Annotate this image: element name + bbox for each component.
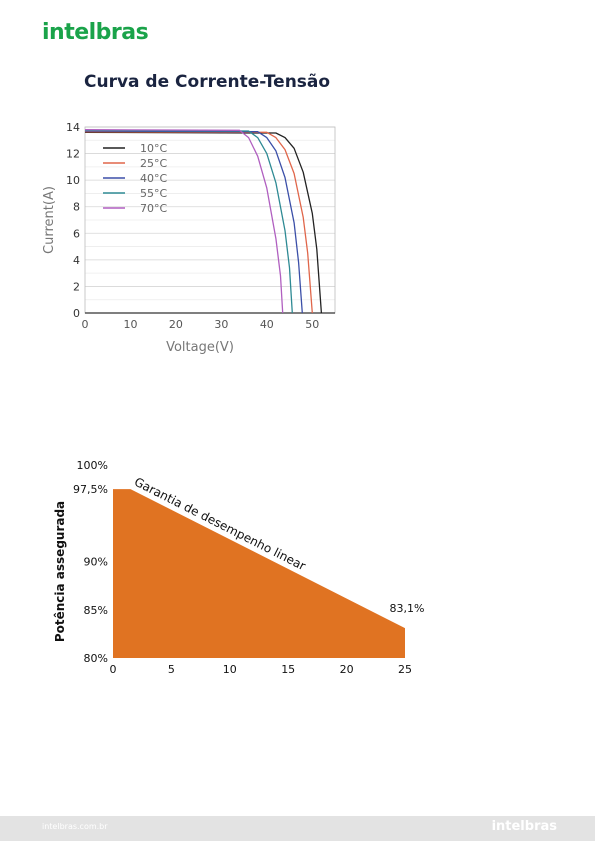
end-value-label: 83,1% — [390, 602, 425, 615]
x-tick-label: 15 — [281, 663, 295, 676]
y-tick-label: 4 — [73, 254, 80, 267]
series-line — [84, 129, 293, 314]
footer-logo: intelbras — [491, 819, 557, 834]
x-tick-label: 20 — [340, 663, 354, 676]
x-tick-label: 30 — [214, 318, 228, 331]
x-tick-label: 50 — [305, 318, 319, 331]
y-axis-label: Potência assegurada — [53, 501, 67, 642]
iv-curve-chart: 0 2 4 6 8 10 12 14 0 10 20 30 40 50 Voltage(V) Current(… — [42, 121, 336, 355]
footer-url[interactable]: intelbras.com.br — [42, 822, 108, 831]
warranty-chart: 100% 97,5% 90% 85% 80%0 5 10 15 20 25 Potência ass… — [53, 459, 425, 676]
x-tick-label: 40 — [260, 318, 274, 331]
x-tick-label: 10 — [123, 318, 137, 331]
series-line — [84, 131, 313, 314]
intelbras-logo: intelbras — [42, 20, 149, 45]
legend-label: 10°C — [140, 142, 167, 155]
x-tick-label: 0 — [110, 663, 117, 676]
iv-curve-title: Curva de Corrente-Tensão — [84, 72, 331, 92]
x-tick-label: 20 — [169, 318, 183, 331]
y-tick-label: 2 — [73, 280, 80, 293]
y-tick-label: 100% — [77, 459, 108, 472]
y-tick-label: 85% — [84, 604, 108, 617]
y-axis-label: Current(A) — [42, 186, 57, 254]
y-tick-label: 90% — [84, 556, 108, 569]
y-tick-label: 0 — [73, 307, 80, 320]
legend-label: 55°C — [140, 187, 167, 200]
legend-label: 40°C — [140, 172, 167, 185]
x-axis-label: Voltage(V) — [166, 340, 234, 355]
x-tick-label: 5 — [168, 663, 175, 676]
y-tick-label: 80% — [84, 652, 108, 665]
y-tick-label: 8 — [73, 201, 80, 214]
x-tick-label: 0 — [82, 318, 89, 331]
y-tick-label: 10 — [66, 174, 80, 187]
legend-label: 25°C — [140, 157, 167, 170]
series-line — [84, 130, 303, 314]
series-line — [84, 131, 323, 314]
x-tick-label: 10 — [223, 663, 237, 676]
series-line — [84, 129, 284, 314]
y-tick-label: 97,5% — [73, 483, 108, 496]
y-tick-label: 6 — [73, 227, 80, 240]
x-tick-label: 25 — [398, 663, 412, 676]
y-tick-label: 12 — [66, 148, 80, 161]
legend-label: 70°C — [140, 202, 167, 215]
footer: intelbras.com.br intelbras — [0, 816, 595, 841]
warranty-area — [113, 489, 405, 658]
y-tick-label: 14 — [66, 121, 80, 134]
